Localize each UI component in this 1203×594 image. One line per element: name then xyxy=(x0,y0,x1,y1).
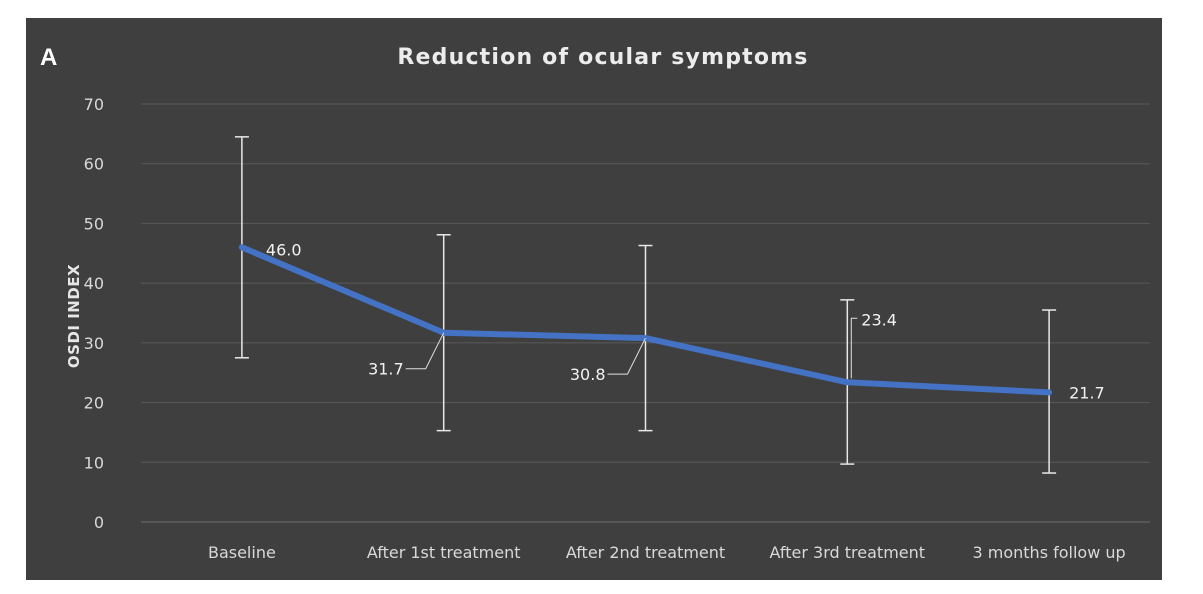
x-category-labels: Baseline After 1st treatment After 2nd tre… xyxy=(208,543,1126,562)
data-label: 31.7 xyxy=(368,360,404,379)
y-tick-label: 0 xyxy=(94,513,104,532)
data-labels: 46.0 31.7 30.8 23.4 21.7 xyxy=(266,240,1105,402)
y-tick-label: 20 xyxy=(84,394,104,413)
chart-background xyxy=(26,18,1162,580)
y-tick-label: 10 xyxy=(84,453,104,472)
panel-label: A xyxy=(40,44,58,71)
y-tick-labels: 0 10 20 30 40 50 60 70 xyxy=(84,95,104,532)
x-category-label: After 1st treatment xyxy=(367,543,521,562)
data-label: 21.7 xyxy=(1069,383,1105,402)
data-label: 46.0 xyxy=(266,240,302,259)
data-label-leader xyxy=(607,337,646,375)
data-label: 23.4 xyxy=(861,310,897,329)
data-label: 30.8 xyxy=(570,365,606,384)
x-category-label: After 3rd treatment xyxy=(770,543,926,562)
x-category-label: 3 months follow up xyxy=(973,543,1126,562)
y-tick-label: 30 xyxy=(84,334,104,353)
data-label-leader xyxy=(405,332,445,370)
x-category-label: After 2nd treatment xyxy=(566,543,725,562)
y-tick-label: 40 xyxy=(84,274,104,293)
data-label-leader xyxy=(850,317,858,379)
gridlines xyxy=(141,103,1150,523)
x-category-label: Baseline xyxy=(208,543,276,562)
chart-title: Reduction of ocular symptoms xyxy=(397,45,808,70)
y-tick-label: 50 xyxy=(84,214,104,233)
y-tick-label: 70 xyxy=(84,95,104,114)
error-bars xyxy=(234,136,1057,474)
y-tick-label: 60 xyxy=(84,155,104,174)
y-axis-title: OSDI INDEX xyxy=(65,264,83,368)
